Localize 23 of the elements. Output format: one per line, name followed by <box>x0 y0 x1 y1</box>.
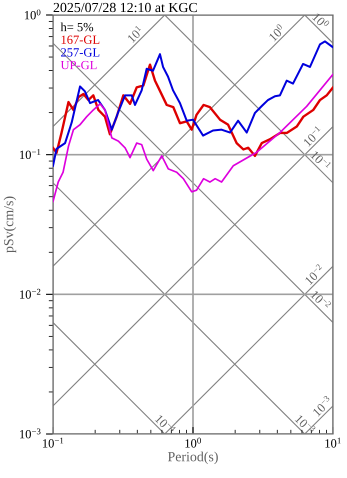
legend-title: h= 5% <box>60 22 94 32</box>
annotation: 10$^{−1}$ <box>302 125 324 147</box>
annotation: 10$^{−2}$ <box>303 264 325 286</box>
text: 257-GL <box>61 48 100 57</box>
x-tick-label: 10$^{1}$ <box>325 438 341 448</box>
chart-title: 2025/07/28 12:10 at KGC <box>54 2 197 12</box>
y-tick-label: 10$^{−1}$ <box>20 149 40 160</box>
annotation: 10$^{0}$ <box>267 24 286 42</box>
y-tick-label: 10$^{0}$ <box>24 9 40 20</box>
text: 167-GL <box>62 36 100 44</box>
y-axis-title: pSv(cm/s) <box>4 196 16 253</box>
y-tick-label: 10$^{−2}$ <box>20 288 40 299</box>
annotation: 10$^{−3}$ <box>311 395 333 417</box>
annotation: 10$^{1}$ <box>126 25 144 43</box>
text: UP-GL <box>60 60 97 70</box>
annotation: 10$^{−1}$ <box>310 149 332 171</box>
x-axis-title: Period(s) <box>168 452 218 464</box>
annotation: 10$^{−3}$ <box>294 414 316 432</box>
annotation: 10$^{−2}$ <box>310 289 332 310</box>
y-tick-label: 10$^{−3}$ <box>20 428 41 438</box>
annotation: 10$^{−4}$ <box>154 413 176 435</box>
x-tick-label: 10$^{0}$ <box>185 438 201 448</box>
x-tick-label: 10$^{−1}$ <box>42 438 64 448</box>
